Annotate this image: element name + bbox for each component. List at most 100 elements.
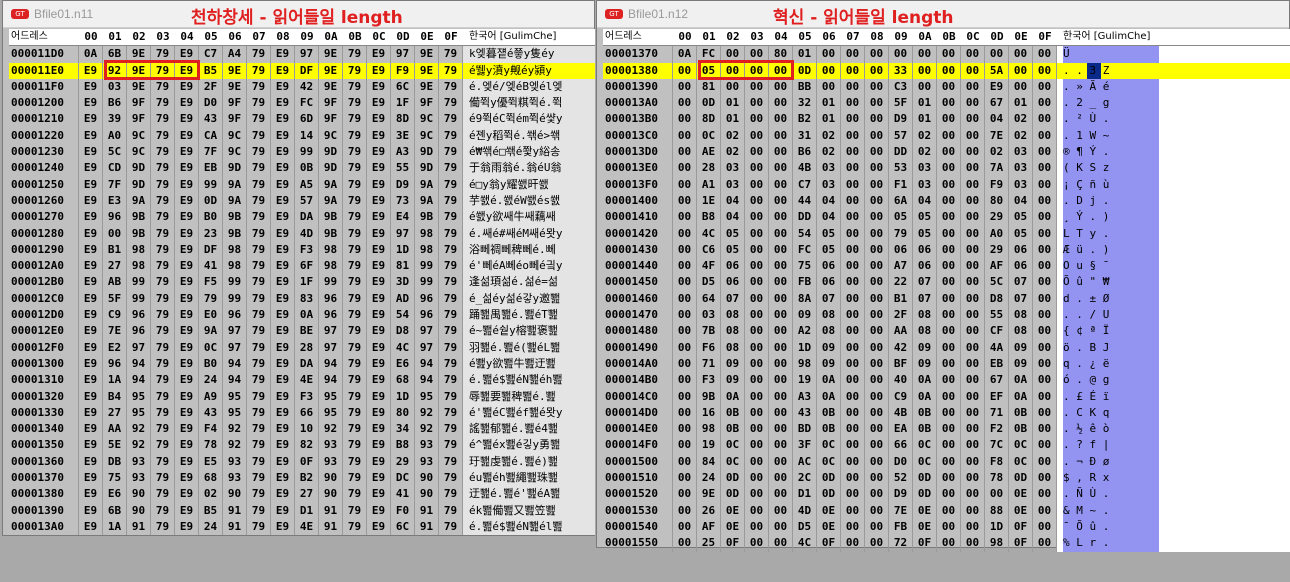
byte-cell[interactable]: 0B bbox=[817, 421, 841, 438]
byte-cell[interactable]: 0B bbox=[1009, 421, 1033, 438]
byte-cell[interactable]: 00 bbox=[1033, 421, 1057, 438]
byte-cell[interactable]: 96 bbox=[223, 307, 247, 324]
byte-cell[interactable]: 00 bbox=[937, 62, 961, 79]
byte-cell[interactable]: 06 bbox=[817, 274, 841, 291]
text-cell[interactable]: . 2 _ g bbox=[1057, 95, 1290, 112]
text-cell[interactable]: é뾆y欲뾆牛뾆迂뾆 bbox=[463, 355, 595, 373]
hex-row[interactable]: 00001210 E9 39 9F 79 E9 43 9F 79 E9 6D 9F 79 E9 8D 9C 79… bbox=[9, 111, 595, 128]
text-cell[interactable]: 玗뾆虔뾆é.뾆é)뾆 bbox=[463, 453, 595, 471]
byte-cell[interactable]: 05 bbox=[1009, 225, 1033, 242]
byte-cell[interactable]: FC bbox=[295, 95, 319, 112]
byte-cell[interactable]: 00 bbox=[745, 160, 769, 177]
byte-cell[interactable]: 79 bbox=[151, 388, 175, 405]
byte-cell[interactable]: 00 bbox=[745, 372, 769, 389]
byte-cell[interactable]: 00 bbox=[745, 437, 769, 454]
byte-cell[interactable]: BB bbox=[793, 78, 817, 96]
byte-cell[interactable]: 00 bbox=[961, 470, 985, 487]
byte-cell[interactable]: 99 bbox=[127, 274, 151, 291]
byte-cell[interactable]: 79 bbox=[151, 421, 175, 438]
byte-cell[interactable]: E9 bbox=[79, 62, 103, 79]
byte-cell[interactable]: 00 bbox=[865, 225, 889, 242]
byte-cell[interactable]: 95 bbox=[319, 388, 343, 405]
byte-cell[interactable]: 0B bbox=[721, 421, 745, 438]
byte-cell[interactable]: C7 bbox=[199, 46, 223, 63]
byte-cell[interactable]: 79 bbox=[439, 470, 463, 487]
byte-cell[interactable]: CD bbox=[103, 160, 127, 177]
byte-cell[interactable]: 93 bbox=[127, 453, 151, 471]
byte-cell[interactable]: 79 bbox=[247, 307, 271, 324]
byte-cell[interactable]: 75 bbox=[103, 470, 127, 487]
text-cell[interactable]: d . ± Ø bbox=[1057, 290, 1290, 308]
byte-cell[interactable]: 00 bbox=[745, 535, 769, 552]
byte-cell[interactable]: 9C bbox=[415, 111, 439, 128]
byte-cell[interactable]: B2 bbox=[793, 111, 817, 128]
byte-cell[interactable]: 00 bbox=[841, 192, 865, 210]
byte-cell[interactable]: 6D bbox=[295, 111, 319, 128]
byte-cell[interactable]: 79 bbox=[151, 290, 175, 308]
byte-cell[interactable]: E9 bbox=[79, 111, 103, 128]
byte-cell[interactable]: 00 bbox=[961, 437, 985, 454]
byte-cell[interactable]: B5 bbox=[199, 502, 223, 519]
byte-cell[interactable]: 92 bbox=[103, 62, 127, 79]
byte-cell[interactable]: 79 bbox=[151, 470, 175, 487]
byte-cell[interactable]: E9 bbox=[175, 437, 199, 454]
byte-cell[interactable]: 0E bbox=[1009, 502, 1033, 519]
byte-cell[interactable]: 00 bbox=[841, 46, 865, 63]
byte-cell[interactable]: 00 bbox=[745, 290, 769, 308]
text-cell[interactable]: 辱뾆要뾆稗뾆é.뾆 bbox=[463, 388, 595, 405]
byte-cell[interactable]: 00 bbox=[865, 46, 889, 63]
byte-cell[interactable]: 05 bbox=[721, 241, 745, 259]
byte-cell[interactable]: EB bbox=[199, 160, 223, 177]
byte-cell[interactable]: 00 bbox=[769, 437, 793, 454]
byte-cell[interactable]: E9 bbox=[79, 372, 103, 389]
hex-grid[interactable]: 어드레스 00 01 02 03 04 05 06 07 08 09 0A 0B 0C 0D 0E 0F 한국어 … bbox=[9, 29, 595, 536]
byte-cell[interactable]: 79 bbox=[439, 46, 463, 63]
byte-cell[interactable]: 00 bbox=[1033, 95, 1057, 112]
byte-cell[interactable]: 27 bbox=[103, 258, 127, 275]
byte-cell[interactable]: 9B bbox=[127, 225, 151, 242]
byte-cell[interactable]: E9 bbox=[175, 388, 199, 405]
byte-cell[interactable]: 00 bbox=[937, 372, 961, 389]
text-cell[interactable]: $ , R x bbox=[1057, 470, 1290, 487]
text-cell[interactable]: é'뾆éC뾆éf뾆é뫗y bbox=[463, 404, 595, 422]
byte-cell[interactable]: 57 bbox=[295, 192, 319, 210]
byte-cell[interactable]: 9C bbox=[415, 127, 439, 145]
byte-cell[interactable]: 08 bbox=[817, 307, 841, 324]
byte-cell[interactable]: 0A bbox=[79, 46, 103, 63]
byte-cell[interactable]: 67 bbox=[985, 372, 1009, 389]
byte-cell[interactable]: 00 bbox=[769, 241, 793, 259]
byte-cell[interactable]: E9 bbox=[367, 486, 391, 503]
byte-cell[interactable]: 00 bbox=[673, 192, 697, 210]
byte-cell[interactable]: 98 bbox=[223, 258, 247, 275]
byte-cell[interactable]: E9 bbox=[367, 111, 391, 128]
byte-cell[interactable]: 00 bbox=[865, 388, 889, 405]
hex-row[interactable]: 00001480 00 7B 08 00 00 A2 08 00 00 AA 08 00 00 CF 08 00… bbox=[603, 323, 1290, 340]
byte-cell[interactable]: 9D bbox=[415, 144, 439, 161]
byte-cell[interactable]: 79 bbox=[151, 355, 175, 373]
text-cell[interactable]: 芋쐜é.쐜éW쐜és쐜 bbox=[463, 192, 595, 210]
byte-cell[interactable]: 92 bbox=[127, 437, 151, 454]
byte-cell[interactable]: 9C bbox=[319, 127, 343, 145]
byte-cell[interactable]: 26 bbox=[697, 502, 721, 519]
byte-cell[interactable]: 4A bbox=[985, 339, 1009, 356]
byte-cell[interactable]: E9 bbox=[367, 421, 391, 438]
byte-cell[interactable]: 09 bbox=[913, 339, 937, 356]
hex-row[interactable]: 00001350 E9 5E 92 79 E9 78 92 79 E9 82 93 79 E9 B8 93 79… bbox=[9, 437, 595, 454]
byte-cell[interactable]: 79 bbox=[343, 78, 367, 96]
byte-cell[interactable]: E9 bbox=[79, 209, 103, 226]
byte-cell[interactable]: 09 bbox=[913, 355, 937, 373]
byte-cell[interactable]: C9 bbox=[103, 307, 127, 324]
byte-cell[interactable]: 00 bbox=[673, 502, 697, 519]
byte-cell[interactable]: 53 bbox=[889, 160, 913, 177]
hex-row[interactable]: 000014F0 00 19 0C 00 00 3F 0C 00 00 66 0C 00 00 7C 0C 00… bbox=[603, 437, 1290, 454]
byte-cell[interactable]: 97 bbox=[319, 339, 343, 356]
byte-cell[interactable]: E9 bbox=[175, 258, 199, 275]
byte-cell[interactable]: 08 bbox=[721, 323, 745, 340]
byte-cell[interactable]: 00 bbox=[841, 274, 865, 291]
byte-cell[interactable]: E9 bbox=[367, 388, 391, 405]
byte-cell[interactable]: 00 bbox=[937, 421, 961, 438]
byte-cell[interactable]: E2 bbox=[103, 339, 127, 356]
byte-cell[interactable]: E9 bbox=[175, 176, 199, 193]
byte-cell[interactable]: FB bbox=[889, 518, 913, 536]
byte-cell[interactable]: 00 bbox=[769, 209, 793, 226]
